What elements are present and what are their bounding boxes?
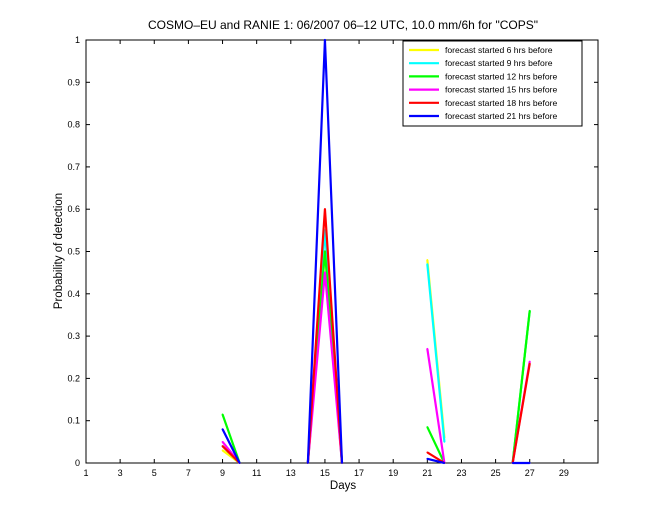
- legend-box: [402, 40, 583, 127]
- series-line: [221, 413, 241, 464]
- data-point: [324, 39, 326, 41]
- legend: forecast started 6 hrs before forecast st…: [402, 40, 583, 127]
- data-point: [443, 440, 446, 443]
- data-point: [221, 428, 224, 431]
- y-tick-label: 0.1: [67, 416, 80, 426]
- x-tick-label: 23: [456, 468, 466, 478]
- y-tick-label: 0.4: [67, 289, 80, 299]
- data-point: [528, 462, 531, 464]
- y-tick-label: 0: [75, 458, 80, 468]
- x-axis-label: Days: [330, 480, 356, 492]
- data-point: [426, 457, 429, 460]
- x-tick-label: 1: [83, 468, 88, 478]
- x-tick-label: 19: [388, 468, 398, 478]
- data-point: [341, 462, 343, 464]
- x-tick-label: 29: [559, 468, 569, 478]
- data-point: [221, 413, 224, 416]
- data-point: [324, 271, 326, 274]
- series-6: [221, 38, 531, 465]
- data-point: [221, 440, 224, 443]
- y-tick-label: 0.5: [67, 247, 80, 257]
- series-line: [426, 426, 446, 464]
- legend-entry: forecast started 15 hrs before: [445, 85, 557, 95]
- x-tick-label: 15: [320, 468, 330, 478]
- y-axis-label: Probability of detection: [53, 193, 65, 309]
- chart-title: COSMO–EU and RANIE 1: 06/2007 06–12 UTC,…: [148, 18, 538, 32]
- y-tick-label: 0.2: [67, 373, 80, 383]
- data-point: [221, 445, 224, 447]
- x-tick-label: 7: [186, 468, 191, 478]
- data-point: [426, 259, 429, 261]
- y-tick-label: 0.6: [67, 204, 80, 214]
- data-point: [324, 250, 326, 253]
- y-tick-label: 1: [75, 35, 80, 45]
- x-tick-label: 11: [252, 468, 261, 478]
- y-tick-label: 0.8: [67, 120, 80, 130]
- data-point: [426, 426, 429, 428]
- data-point: [443, 462, 446, 464]
- x-tick-label: 17: [354, 468, 364, 478]
- x-tick-label: 3: [118, 468, 123, 478]
- series-line: [221, 428, 241, 464]
- data-point: [528, 309, 531, 312]
- data-point: [426, 347, 429, 350]
- data-point: [528, 360, 531, 363]
- x-tick-label: 5: [152, 468, 157, 478]
- data-point: [306, 462, 309, 464]
- x-tick-label: 13: [286, 468, 296, 478]
- data-point: [221, 449, 224, 452]
- legend-entry: forecast started 6 hrs before: [445, 45, 553, 55]
- data-point: [238, 462, 241, 464]
- x-tick-label: 21: [422, 468, 432, 478]
- series-line: [427, 457, 445, 465]
- series-line: [511, 363, 531, 464]
- y-tick-label: 0.7: [67, 162, 80, 172]
- legend-entry: forecast started 12 hrs before: [445, 71, 557, 81]
- data-point: [528, 362, 531, 365]
- x-tick-label: 9: [220, 468, 225, 478]
- series-line: [426, 348, 446, 464]
- legend-entry: forecast started 21 hrs before: [445, 111, 557, 121]
- series-line: [426, 264, 446, 442]
- data-point: [426, 451, 429, 454]
- y-tick-label: 0.3: [67, 331, 80, 341]
- data-point: [426, 263, 429, 266]
- series-line: [221, 445, 241, 464]
- series-line: [511, 310, 531, 464]
- x-tick-label: 27: [525, 468, 535, 478]
- data-point: [511, 462, 514, 464]
- x-tick-label: 25: [491, 468, 501, 478]
- legend-entry: forecast started 18 hrs before: [445, 98, 557, 108]
- legend-entry: forecast started 9 hrs before: [445, 58, 553, 68]
- data-point: [324, 208, 326, 211]
- y-tick-label: 0.9: [67, 77, 80, 87]
